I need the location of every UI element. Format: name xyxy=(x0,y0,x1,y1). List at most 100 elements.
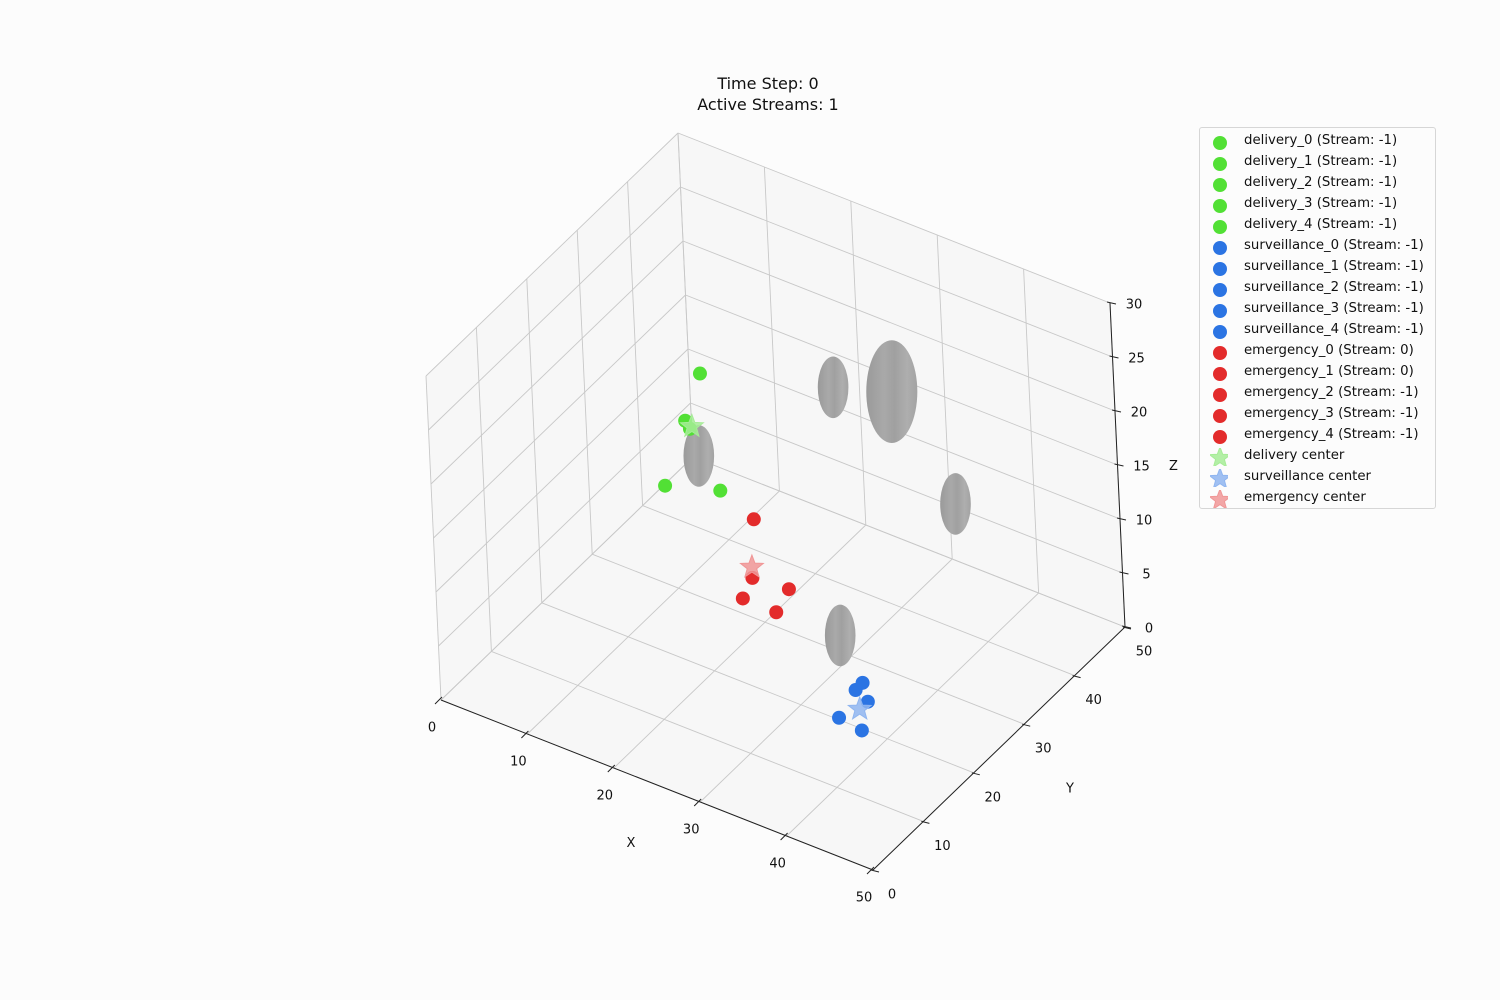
z-tick-label: 20 xyxy=(1131,406,1148,421)
x-tick-label: 10 xyxy=(510,755,527,770)
circle-marker-icon xyxy=(1213,136,1227,150)
y-tick-label: 20 xyxy=(985,790,1002,805)
star-marker-icon xyxy=(1210,469,1228,487)
x-tick-mark xyxy=(693,798,702,807)
y-grid-floor xyxy=(642,505,1075,677)
point-emergency xyxy=(735,591,750,606)
y-tick-mark xyxy=(921,820,930,824)
circle-marker-icon xyxy=(1213,262,1227,276)
z-grid-back xyxy=(682,240,1116,412)
circle-marker-icon xyxy=(1213,241,1227,255)
circle-marker-icon xyxy=(1213,178,1227,192)
y-tick-label: 30 xyxy=(1035,742,1052,757)
z-grid-side xyxy=(428,186,681,431)
z-tick-mark xyxy=(1111,409,1122,413)
legend-label: emergency_2 (Stream: -1) xyxy=(1244,385,1419,400)
x-tick-label: 30 xyxy=(683,823,700,838)
point-delivery xyxy=(692,366,707,381)
z-grid-back xyxy=(690,402,1123,574)
legend-label: surveillance_4 (Stream: -1) xyxy=(1244,322,1424,337)
x-tick-mark xyxy=(607,764,616,773)
y-tick-mark xyxy=(1122,626,1132,630)
x-tick-mark xyxy=(521,730,529,739)
z-tick-mark xyxy=(1106,301,1117,305)
z-axis-title: Z xyxy=(1169,459,1178,474)
point-emergency xyxy=(781,582,796,597)
x-tick-mark xyxy=(866,866,875,875)
y-grid-floor xyxy=(541,602,974,774)
circle-marker-icon xyxy=(1213,325,1227,339)
point-emergency-center xyxy=(739,553,765,578)
legend-item: delivery center xyxy=(1200,446,1436,467)
legend-label: delivery_2 (Stream: -1) xyxy=(1244,175,1398,190)
data-points xyxy=(658,366,875,738)
z-grid-side xyxy=(440,456,694,701)
legend-label: delivery_3 (Stream: -1) xyxy=(1244,196,1398,211)
x-tick-label: 0 xyxy=(428,721,436,736)
legend-item: delivery_1 (Stream: -1) xyxy=(1200,152,1436,173)
legend-label: delivery_4 (Stream: -1) xyxy=(1244,217,1398,232)
axis-lines xyxy=(434,301,1132,875)
legend-label: emergency center xyxy=(1244,490,1366,505)
z-tick-label: 15 xyxy=(1133,460,1150,475)
tick-labels: 0 10 20 30 40 50 0 10 20 30 40 50 0 5 10 15 20 25 30 X Y Z xyxy=(428,298,1178,906)
y-axis-title: Y xyxy=(1065,782,1074,797)
legend-label: surveillance_3 (Stream: -1) xyxy=(1244,301,1424,316)
point-emergency xyxy=(769,605,784,620)
x-tick-mark xyxy=(434,696,443,705)
z-tick-label: 0 xyxy=(1145,622,1153,637)
legend-item: delivery_3 (Stream: -1) xyxy=(1200,194,1436,215)
legend-item: surveillance_1 (Stream: -1) xyxy=(1200,257,1436,278)
legend-item: delivery_2 (Stream: -1) xyxy=(1200,173,1436,194)
point-surveillance xyxy=(855,675,870,690)
obstacle-sphere xyxy=(866,340,918,443)
legend-label: delivery center xyxy=(1244,448,1345,463)
obstacle-sphere xyxy=(683,425,715,487)
legend-label: emergency_1 (Stream: 0) xyxy=(1244,364,1414,379)
circle-marker-icon xyxy=(1213,199,1227,213)
legend-label: surveillance_1 (Stream: -1) xyxy=(1244,259,1424,274)
legend-label: emergency_0 (Stream: 0) xyxy=(1244,343,1414,358)
y-tick-label: 10 xyxy=(934,839,951,854)
circle-marker-icon xyxy=(1213,220,1227,234)
legend-label: surveillance_2 (Stream: -1) xyxy=(1244,280,1424,295)
y-tick-mark xyxy=(1072,675,1081,679)
x-grid-floor xyxy=(613,524,867,769)
x-grid-floor xyxy=(527,490,780,735)
legend-item: emergency center xyxy=(1200,488,1436,509)
point-delivery xyxy=(658,478,673,493)
obstacle-sphere xyxy=(824,604,856,667)
star-marker-icon xyxy=(1210,490,1228,508)
legend-label: emergency_3 (Stream: -1) xyxy=(1244,406,1419,421)
legend-item: surveillance_3 (Stream: -1) xyxy=(1200,299,1436,320)
point-delivery-center xyxy=(679,413,705,438)
y-grid-floor xyxy=(592,553,1025,725)
star-marker-icon xyxy=(1210,448,1228,466)
floor-pane xyxy=(441,457,1125,870)
z-tick-mark xyxy=(1121,625,1132,629)
obstacle-sphere xyxy=(940,473,971,535)
circle-marker-icon xyxy=(1213,367,1227,381)
z-grid-side xyxy=(438,402,691,647)
y-tick-mark xyxy=(1022,723,1031,727)
legend-label: emergency_4 (Stream: -1) xyxy=(1244,427,1419,442)
legend-label: surveillance_0 (Stream: -1) xyxy=(1244,238,1424,253)
z-tick-label: 30 xyxy=(1126,298,1143,313)
circle-marker-icon xyxy=(1213,388,1227,402)
x-grid-floor xyxy=(699,558,953,803)
legend-item: delivery_0 (Stream: -1) xyxy=(1200,131,1436,152)
y-tick-label: 40 xyxy=(1085,693,1102,708)
legend-item: surveillance_0 (Stream: -1) xyxy=(1200,236,1436,257)
legend-item: emergency_1 (Stream: 0) xyxy=(1200,362,1436,383)
y-axis-line xyxy=(872,626,1126,871)
x-tick-label: 50 xyxy=(856,891,873,906)
y-tick-label: 0 xyxy=(888,888,896,903)
y-tick-mark xyxy=(971,772,980,776)
obstacles xyxy=(683,340,971,667)
z-grid-back xyxy=(680,186,1113,358)
x-tick-label: 20 xyxy=(597,789,614,804)
z-tick-mark xyxy=(1109,355,1119,359)
circle-marker-icon xyxy=(1213,157,1227,171)
